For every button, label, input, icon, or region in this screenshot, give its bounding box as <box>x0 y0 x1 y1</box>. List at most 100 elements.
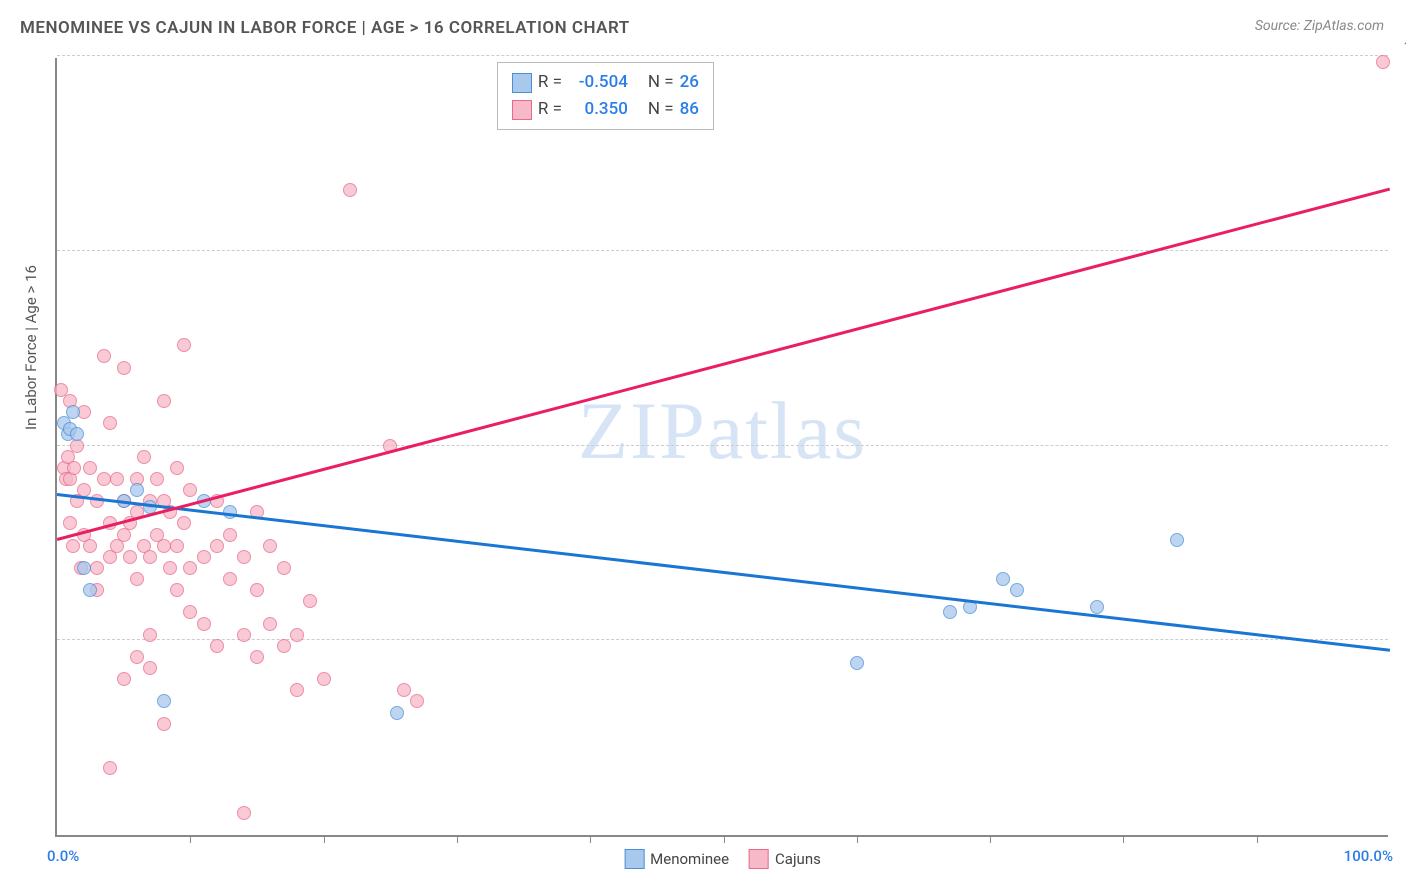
legend-swatch <box>624 849 644 869</box>
data-point <box>67 461 81 475</box>
legend-n-label: N = <box>648 69 674 96</box>
data-point <box>137 450 151 464</box>
x-min-label: 0.0% <box>47 847 79 865</box>
data-point <box>210 539 224 553</box>
data-point <box>317 672 331 686</box>
data-point <box>130 650 144 664</box>
data-point <box>303 594 317 608</box>
data-point <box>943 605 957 619</box>
data-point <box>157 694 171 708</box>
data-point <box>157 717 171 731</box>
data-point <box>277 639 291 653</box>
data-point <box>250 583 264 597</box>
data-point <box>110 472 124 486</box>
x-tick <box>457 835 458 843</box>
data-point <box>157 394 171 408</box>
data-point <box>183 605 197 619</box>
data-point <box>1376 55 1390 69</box>
data-point <box>850 656 864 670</box>
data-point <box>117 361 131 375</box>
data-point <box>77 561 91 575</box>
legend-r-value: 0.350 <box>568 96 628 123</box>
data-point <box>177 516 191 530</box>
x-max-label: 100.0% <box>1344 847 1393 865</box>
series-name: Cajuns <box>775 850 821 868</box>
x-tick <box>324 835 325 843</box>
data-point <box>170 539 184 553</box>
data-point <box>83 461 97 475</box>
data-point <box>397 683 411 697</box>
legend-n-value: 26 <box>680 69 699 96</box>
data-point <box>1090 600 1104 614</box>
data-point <box>103 761 117 775</box>
legend-r-label: R = <box>538 96 562 123</box>
source-label: Source: ZipAtlas.com <box>1255 18 1384 34</box>
gridline <box>57 250 1388 251</box>
gridline <box>57 445 1388 446</box>
legend-n-label: N = <box>648 96 674 123</box>
data-point <box>1170 533 1184 547</box>
x-tick <box>857 835 858 843</box>
data-point <box>170 461 184 475</box>
x-tick <box>990 835 991 843</box>
series-legend: Menominee Cajuns <box>624 849 821 869</box>
data-point <box>290 628 304 642</box>
series-name: Menominee <box>650 850 729 868</box>
legend-r-label: R = <box>538 69 562 96</box>
data-point <box>63 516 77 530</box>
data-point <box>250 650 264 664</box>
series-legend-item: Menominee <box>624 849 729 869</box>
data-point <box>163 561 177 575</box>
data-point <box>996 572 1010 586</box>
data-point <box>1010 583 1024 597</box>
data-point <box>170 583 184 597</box>
data-point <box>223 572 237 586</box>
trend-line <box>57 493 1390 651</box>
data-point <box>277 561 291 575</box>
legend-swatch <box>512 100 532 120</box>
legend-swatch <box>512 73 532 93</box>
legend-swatch <box>749 849 769 869</box>
data-point <box>143 661 157 675</box>
data-point <box>197 617 211 631</box>
data-point <box>237 806 251 820</box>
stats-legend-row: R = 0.350 N = 86 <box>512 96 699 123</box>
data-point <box>237 628 251 642</box>
legend-n-value: 86 <box>680 96 699 123</box>
data-point <box>123 550 137 564</box>
stats-legend: R = -0.504N = 26R = 0.350 N = 86 <box>497 62 714 130</box>
data-point <box>130 483 144 497</box>
plot-area: ZIPatlas R = -0.504N = 26R = 0.350 N = 86… <box>55 58 1388 837</box>
data-point <box>83 539 97 553</box>
x-tick <box>1257 835 1258 843</box>
data-point <box>83 583 97 597</box>
data-point <box>97 349 111 363</box>
data-point <box>183 483 197 497</box>
data-point <box>197 550 211 564</box>
x-tick <box>1123 835 1124 843</box>
chart-title: MENOMINEE VS CAJUN IN LABOR FORCE | AGE … <box>20 18 630 38</box>
data-point <box>143 550 157 564</box>
data-point <box>130 572 144 586</box>
data-point <box>117 672 131 686</box>
x-tick <box>724 835 725 843</box>
data-point <box>210 639 224 653</box>
data-point <box>183 561 197 575</box>
data-point <box>410 694 424 708</box>
data-point <box>290 683 304 697</box>
data-point <box>143 628 157 642</box>
data-point <box>263 617 277 631</box>
watermark: ZIPatlas <box>578 384 867 478</box>
y-axis-label: In Labor Force | Age > 16 <box>22 265 40 430</box>
stats-legend-row: R = -0.504N = 26 <box>512 69 699 96</box>
series-legend-item: Cajuns <box>749 849 821 869</box>
gridline <box>57 55 1388 56</box>
data-point <box>90 561 104 575</box>
x-tick <box>190 835 191 843</box>
data-point <box>150 472 164 486</box>
x-tick <box>590 835 591 843</box>
data-point <box>157 539 171 553</box>
data-point <box>177 338 191 352</box>
data-point <box>66 405 80 419</box>
data-point <box>103 416 117 430</box>
